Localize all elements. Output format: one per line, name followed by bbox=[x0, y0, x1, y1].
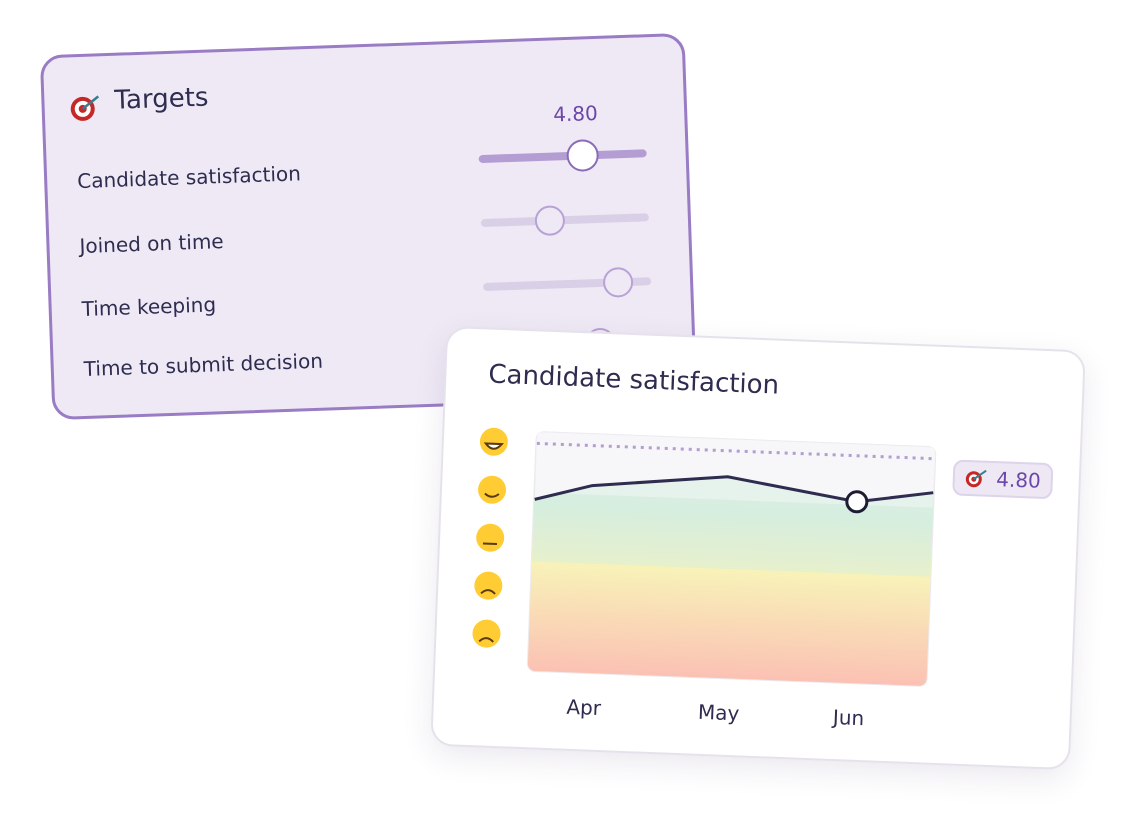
target-label: Time to submit decision bbox=[83, 348, 324, 382]
target-icon bbox=[966, 469, 988, 488]
target-label: Time keeping bbox=[81, 292, 217, 322]
slider-thumb[interactable] bbox=[534, 205, 566, 237]
line bbox=[534, 475, 934, 504]
x-label: Apr bbox=[565, 694, 602, 721]
slider-value: 4.80 bbox=[552, 100, 599, 127]
chart bbox=[472, 427, 937, 687]
x-label: Jun bbox=[832, 705, 865, 731]
target-line bbox=[536, 441, 935, 461]
target-badge: 4.80 bbox=[952, 459, 1054, 500]
slider[interactable] bbox=[478, 138, 647, 173]
slider-thumb[interactable] bbox=[566, 138, 600, 173]
slider[interactable] bbox=[483, 266, 652, 298]
target-value: 4.80 bbox=[995, 467, 1042, 493]
slider[interactable] bbox=[480, 205, 649, 237]
target-label: Joined on time bbox=[79, 229, 225, 259]
slider-thumb[interactable] bbox=[602, 266, 634, 298]
targets-card: Targets 4.80 Candidate satisfaction Join… bbox=[39, 32, 698, 421]
area bbox=[532, 476, 934, 577]
point[interactable] bbox=[845, 490, 869, 514]
card-title: Targets bbox=[113, 82, 209, 116]
emoji-scale bbox=[472, 427, 508, 648]
chart-card: Candidate satisfaction 4.80 Apr May bbox=[430, 325, 1086, 771]
target-icon bbox=[70, 95, 100, 121]
target-label: Candidate satisfaction bbox=[76, 161, 302, 194]
x-label: May bbox=[697, 699, 740, 726]
